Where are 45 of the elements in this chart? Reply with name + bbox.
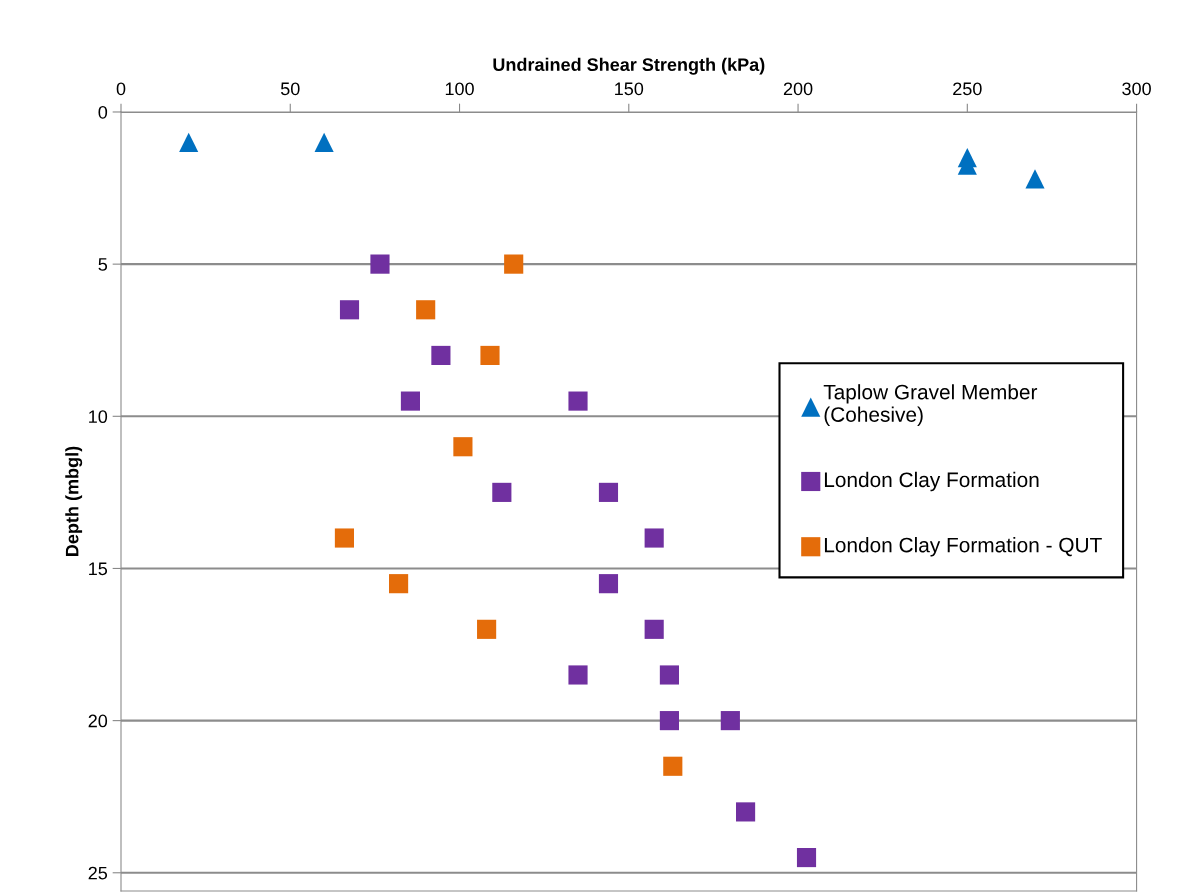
y-tick-label: 10 [89,410,108,424]
x-tick-label: 100 [445,82,474,96]
point [568,391,588,411]
point [598,482,619,502]
point [796,847,817,868]
point [389,574,409,594]
point [453,437,473,457]
point [1025,169,1045,189]
point [400,391,421,411]
x-tick-label: 0 [116,82,126,96]
point [644,528,664,548]
y-tick-label: 15 [89,562,108,576]
point [659,665,679,685]
point [598,574,619,594]
x-tick-label: 50 [280,82,300,96]
point [179,132,199,152]
point [492,482,512,502]
point [736,802,756,822]
y-axis-title: Depth (mbgl) [65,446,83,556]
legend-label: London Clay Formation - QUT [824,537,1102,557]
x-axis-title: Undrained Shear Strength (kPa) [493,57,765,75]
y-tick-label: 25 [88,866,108,880]
point [416,300,436,320]
point [370,254,390,274]
y-tick-label: 20 [88,714,108,728]
y-tick-label: 5 [98,258,108,271]
point [314,132,334,152]
point [339,300,360,320]
point [568,665,588,685]
point [659,711,679,731]
x-tick-label: 300 [1122,82,1151,96]
point [720,711,740,731]
legend-label: Taplow Gravel Member (Cohesive) [823,384,1038,427]
y-tick-label: 0 [98,105,108,119]
point [644,619,664,639]
point [334,528,354,548]
point [431,345,451,366]
point [480,345,500,366]
point [504,254,524,274]
point [477,619,497,639]
x-tick-label: 200 [783,82,813,96]
legend-label: London Clay Formation [824,471,1039,492]
x-tick-label: 150 [615,82,644,96]
x-tick-label: 250 [953,82,982,96]
point [663,756,683,776]
